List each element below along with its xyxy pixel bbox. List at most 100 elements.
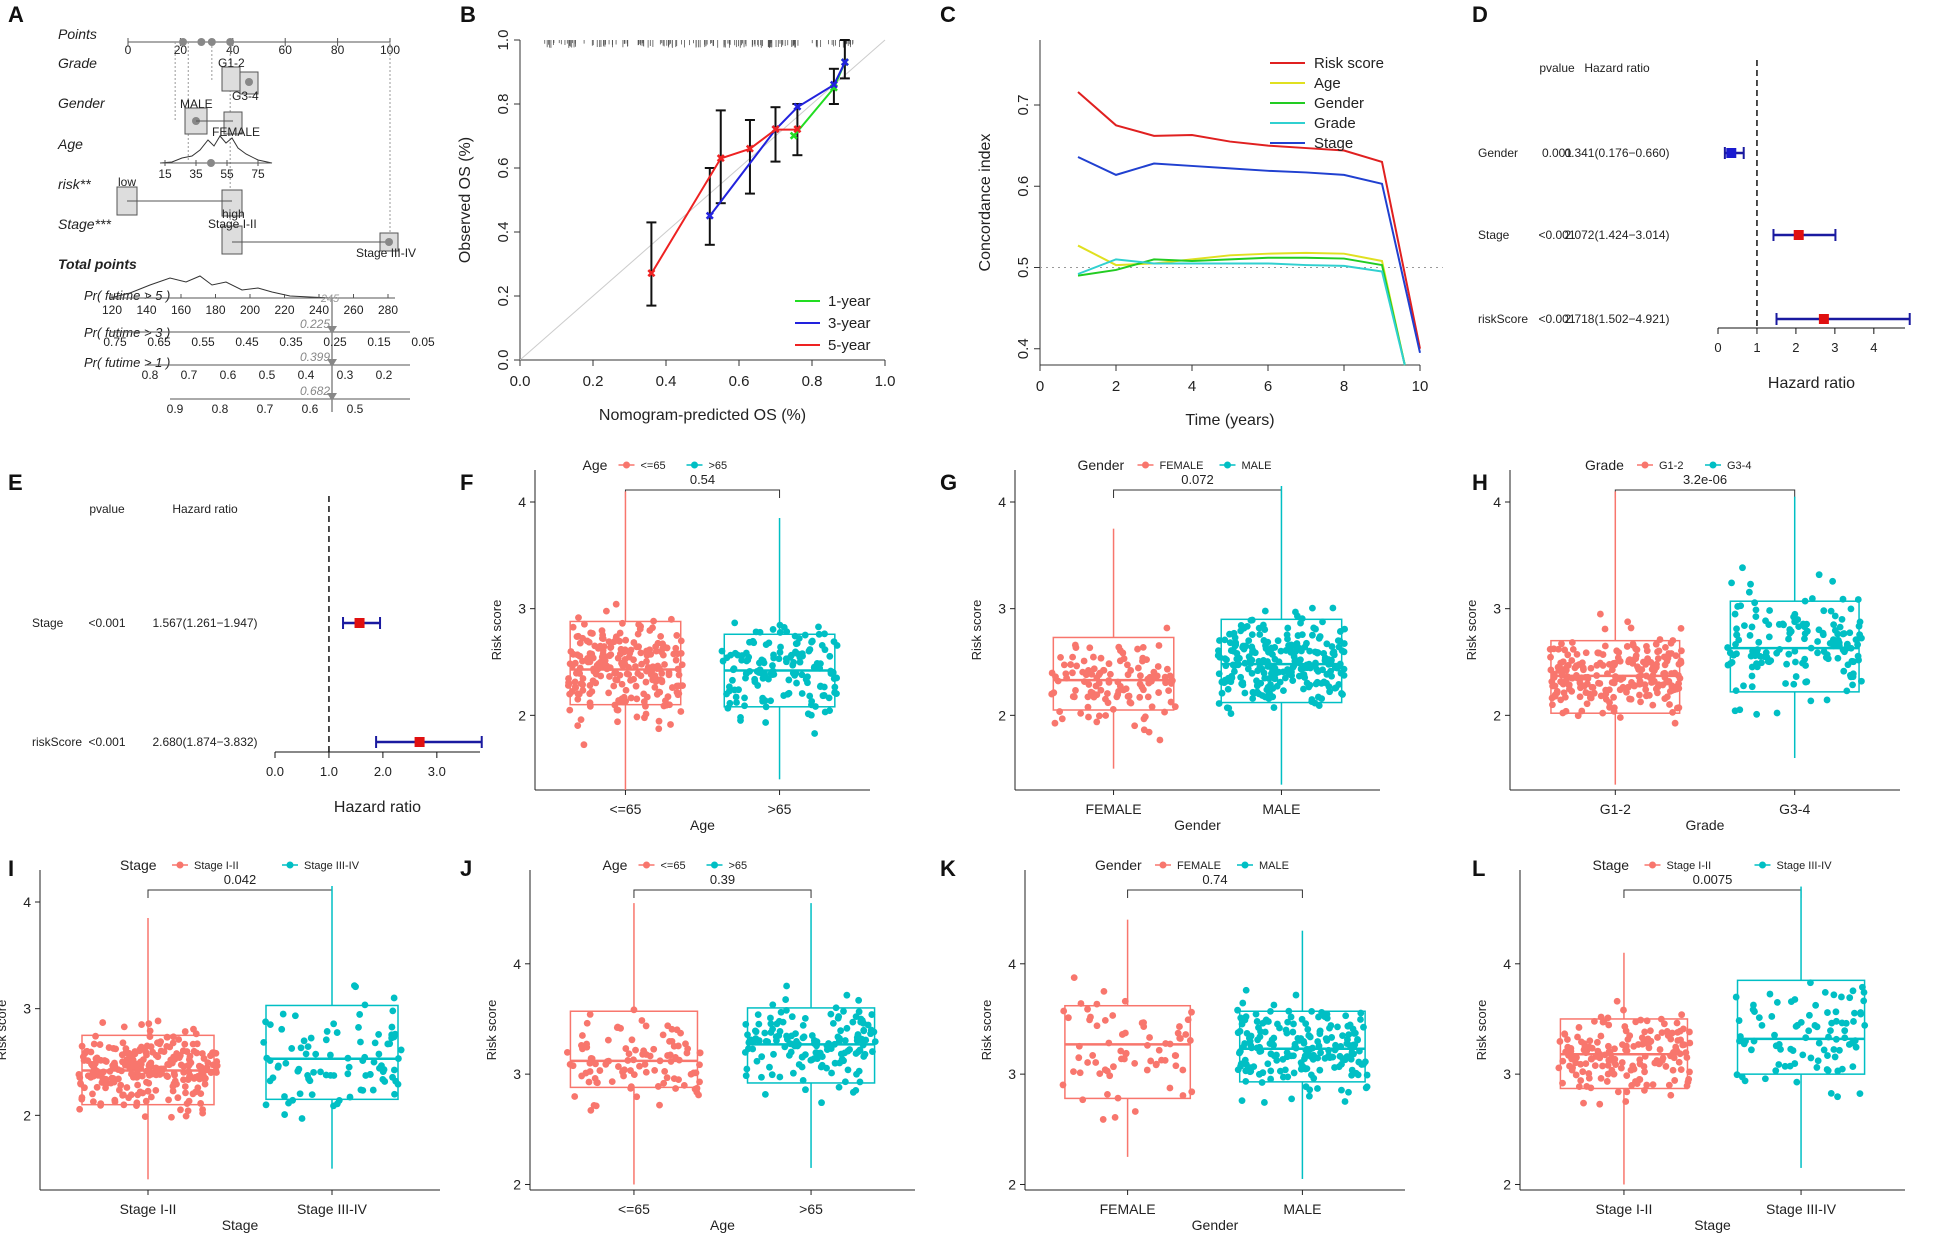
data-point (737, 714, 744, 721)
data-point (804, 679, 811, 687)
data-point (80, 1057, 88, 1064)
data-point (1832, 1035, 1840, 1043)
data-point (664, 1022, 672, 1030)
data-point (1315, 1013, 1322, 1021)
data-point (1234, 1066, 1242, 1074)
data-point (111, 1096, 119, 1104)
data-point (366, 1070, 374, 1078)
y-tick-label: 0.5 (1015, 257, 1032, 278)
data-point (731, 619, 739, 627)
data-point (1122, 1050, 1130, 1058)
marked-arrow (327, 326, 337, 334)
data-point (1651, 1059, 1659, 1067)
data-point (143, 1051, 150, 1059)
data-point (859, 1036, 867, 1044)
data-point (1728, 579, 1735, 587)
significance-bracket (624, 489, 781, 498)
data-point (122, 1049, 130, 1057)
data-point (390, 1066, 398, 1074)
data-point (335, 1097, 343, 1104)
data-point (345, 1063, 353, 1071)
data-point (361, 1001, 369, 1009)
data-point (1733, 1071, 1741, 1079)
y-tick-label: 3 (1493, 601, 1501, 617)
data-point (174, 1094, 182, 1102)
data-point (1666, 701, 1673, 708)
data-point (1854, 641, 1861, 649)
data-point (1685, 1075, 1693, 1083)
data-point (1597, 1032, 1605, 1040)
data-point (798, 690, 806, 697)
data-point (742, 649, 750, 657)
data-point (827, 1010, 835, 1018)
data-point (1166, 1040, 1174, 1048)
data-point (1162, 679, 1169, 687)
data-point (281, 1093, 288, 1100)
data-point (1838, 993, 1845, 1001)
data-point (1673, 1019, 1681, 1027)
data-point (1304, 1025, 1312, 1033)
data-point (1307, 1053, 1315, 1060)
prob-tick-label: 0.5 (347, 402, 364, 416)
y-tick-label: 3 (23, 1001, 31, 1017)
grade-box (221, 66, 241, 92)
data-point (1562, 678, 1569, 685)
data-point (375, 1050, 383, 1058)
data-point (808, 1032, 816, 1039)
data-point (1321, 654, 1329, 662)
x-axis-title: Gender (1192, 1217, 1239, 1233)
data-point (1840, 667, 1848, 675)
data-point (1599, 1062, 1606, 1070)
data-point (1292, 608, 1299, 616)
data-point (1100, 988, 1108, 995)
total-tick-label: 140 (136, 303, 156, 317)
significance-bracket (1614, 489, 1796, 498)
data-point (1248, 648, 1256, 656)
data-point (1297, 665, 1305, 673)
significance-bracket (1127, 889, 1303, 898)
panel-letter-k: K (940, 856, 956, 881)
data-point (1082, 671, 1090, 679)
data-point (1672, 1046, 1680, 1053)
data-point (1840, 630, 1848, 637)
data-point (1155, 642, 1163, 649)
data-point (627, 694, 635, 702)
data-point (1593, 1038, 1601, 1046)
data-point (800, 1033, 808, 1041)
data-point (799, 1076, 807, 1084)
data-point (1270, 1001, 1278, 1009)
marked-prob: 0.682 (300, 384, 330, 398)
data-point (1339, 1032, 1346, 1040)
data-point (1647, 1027, 1654, 1035)
prob-tick-label: 0.9 (167, 402, 184, 416)
data-point (627, 1083, 635, 1091)
data-point (1557, 659, 1565, 667)
data-point (1618, 1059, 1626, 1066)
data-point (1325, 1052, 1333, 1060)
data-point (577, 716, 585, 724)
data-point (1673, 685, 1680, 693)
data-point (391, 1030, 399, 1038)
data-point (1224, 685, 1232, 693)
y-axis-title: Risk score (489, 600, 504, 661)
data-point (1252, 1010, 1260, 1018)
data-point (680, 1081, 688, 1089)
data-point (1073, 662, 1081, 670)
marked-prob: 0.225 (300, 317, 330, 331)
data-point (278, 1025, 286, 1033)
data-point (1237, 673, 1245, 681)
series-point: ✖ (745, 142, 755, 156)
data-point (1097, 654, 1105, 662)
data-point (672, 1053, 679, 1061)
legend-title: Age (583, 457, 608, 473)
x-tick-label: 1.0 (875, 373, 896, 390)
data-point (1311, 662, 1319, 670)
data-point (583, 637, 591, 645)
data-point (1856, 618, 1864, 626)
data-point (1594, 1047, 1602, 1055)
age-tick-label: 15 (158, 167, 172, 181)
data-point (1558, 671, 1566, 679)
data-point (326, 1051, 334, 1059)
data-point (742, 1020, 750, 1028)
data-point (1075, 1042, 1083, 1050)
